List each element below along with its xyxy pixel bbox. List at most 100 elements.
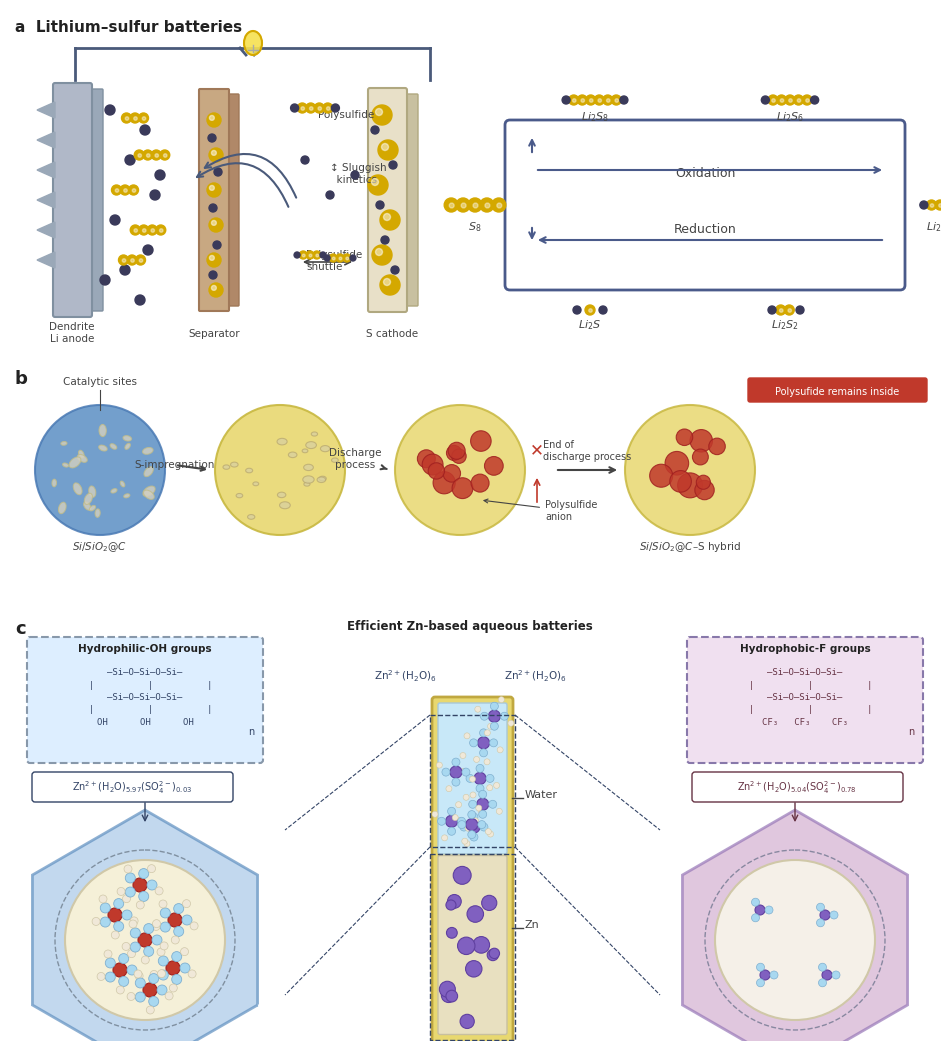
Circle shape (207, 183, 221, 197)
Text: $Si/SiO_2@C$–S hybrid: $Si/SiO_2@C$–S hybrid (639, 540, 742, 554)
Ellipse shape (95, 509, 100, 517)
Circle shape (927, 200, 936, 210)
Circle shape (508, 720, 514, 727)
Ellipse shape (123, 435, 132, 441)
Ellipse shape (247, 514, 255, 519)
Circle shape (460, 753, 466, 759)
Circle shape (598, 99, 601, 102)
FancyBboxPatch shape (687, 637, 923, 763)
FancyBboxPatch shape (438, 856, 507, 1035)
Circle shape (122, 894, 131, 903)
Circle shape (212, 151, 216, 155)
FancyBboxPatch shape (432, 697, 513, 1041)
Circle shape (446, 786, 452, 792)
Circle shape (760, 970, 770, 980)
Circle shape (142, 117, 146, 121)
Circle shape (788, 309, 791, 312)
Circle shape (130, 917, 138, 924)
Circle shape (136, 992, 145, 1002)
Circle shape (152, 919, 161, 928)
Circle shape (466, 818, 478, 831)
Circle shape (120, 265, 130, 275)
Text: a  Lithium–sulfur batteries: a Lithium–sulfur batteries (15, 20, 242, 35)
Text: $Li_2S_2$: $Li_2S_2$ (771, 318, 799, 332)
Ellipse shape (223, 465, 230, 469)
Circle shape (752, 898, 759, 907)
Circle shape (488, 710, 501, 722)
Circle shape (822, 970, 832, 980)
Circle shape (155, 154, 158, 157)
Circle shape (448, 442, 465, 459)
Ellipse shape (288, 452, 297, 458)
Circle shape (332, 257, 335, 260)
Circle shape (432, 811, 438, 817)
Circle shape (468, 821, 480, 833)
Circle shape (772, 99, 775, 102)
Circle shape (470, 792, 476, 798)
Ellipse shape (111, 488, 117, 493)
Ellipse shape (143, 486, 155, 497)
Circle shape (316, 254, 319, 257)
Circle shape (497, 203, 502, 208)
Ellipse shape (304, 464, 313, 471)
Circle shape (320, 252, 326, 258)
Circle shape (210, 255, 215, 260)
Circle shape (487, 831, 493, 837)
Polygon shape (37, 132, 55, 148)
Circle shape (470, 777, 475, 782)
Circle shape (136, 902, 144, 909)
Circle shape (160, 908, 170, 918)
Circle shape (470, 813, 478, 821)
Circle shape (351, 171, 359, 179)
Circle shape (476, 785, 484, 792)
Circle shape (612, 95, 621, 105)
Polygon shape (37, 252, 55, 268)
Circle shape (793, 95, 804, 105)
Circle shape (131, 259, 135, 262)
Circle shape (488, 801, 497, 808)
Circle shape (577, 95, 587, 105)
Circle shape (160, 942, 168, 949)
Circle shape (121, 113, 132, 123)
Text: Zn$^{2+}$(H$_2$O)$_6$: Zn$^{2+}$(H$_2$O)$_6$ (374, 668, 437, 684)
Circle shape (649, 464, 673, 487)
Circle shape (136, 255, 146, 265)
Circle shape (188, 970, 196, 977)
Circle shape (295, 252, 300, 258)
Circle shape (469, 801, 477, 808)
FancyBboxPatch shape (89, 88, 103, 311)
Circle shape (152, 935, 162, 945)
Circle shape (143, 983, 157, 997)
Circle shape (450, 766, 462, 778)
Ellipse shape (279, 502, 290, 509)
Circle shape (376, 201, 384, 209)
Circle shape (473, 937, 489, 954)
Ellipse shape (143, 490, 154, 500)
Ellipse shape (144, 466, 153, 477)
Circle shape (562, 96, 570, 104)
Circle shape (780, 99, 784, 102)
Ellipse shape (99, 446, 107, 451)
Circle shape (752, 914, 759, 921)
Circle shape (389, 161, 397, 169)
Circle shape (122, 910, 132, 920)
Circle shape (111, 185, 121, 195)
Circle shape (130, 928, 140, 938)
Ellipse shape (58, 502, 66, 513)
Circle shape (155, 170, 165, 180)
Circle shape (306, 103, 316, 113)
Circle shape (468, 198, 482, 212)
Circle shape (350, 255, 356, 261)
Ellipse shape (311, 432, 317, 436)
Circle shape (100, 275, 110, 285)
Circle shape (446, 815, 457, 828)
Circle shape (466, 775, 474, 783)
Text: n: n (908, 727, 915, 737)
Circle shape (931, 204, 933, 207)
Circle shape (291, 104, 298, 112)
Circle shape (371, 126, 379, 134)
Circle shape (457, 817, 466, 826)
Ellipse shape (331, 458, 339, 462)
Text: Li anode: Li anode (50, 334, 94, 344)
Circle shape (455, 817, 460, 823)
